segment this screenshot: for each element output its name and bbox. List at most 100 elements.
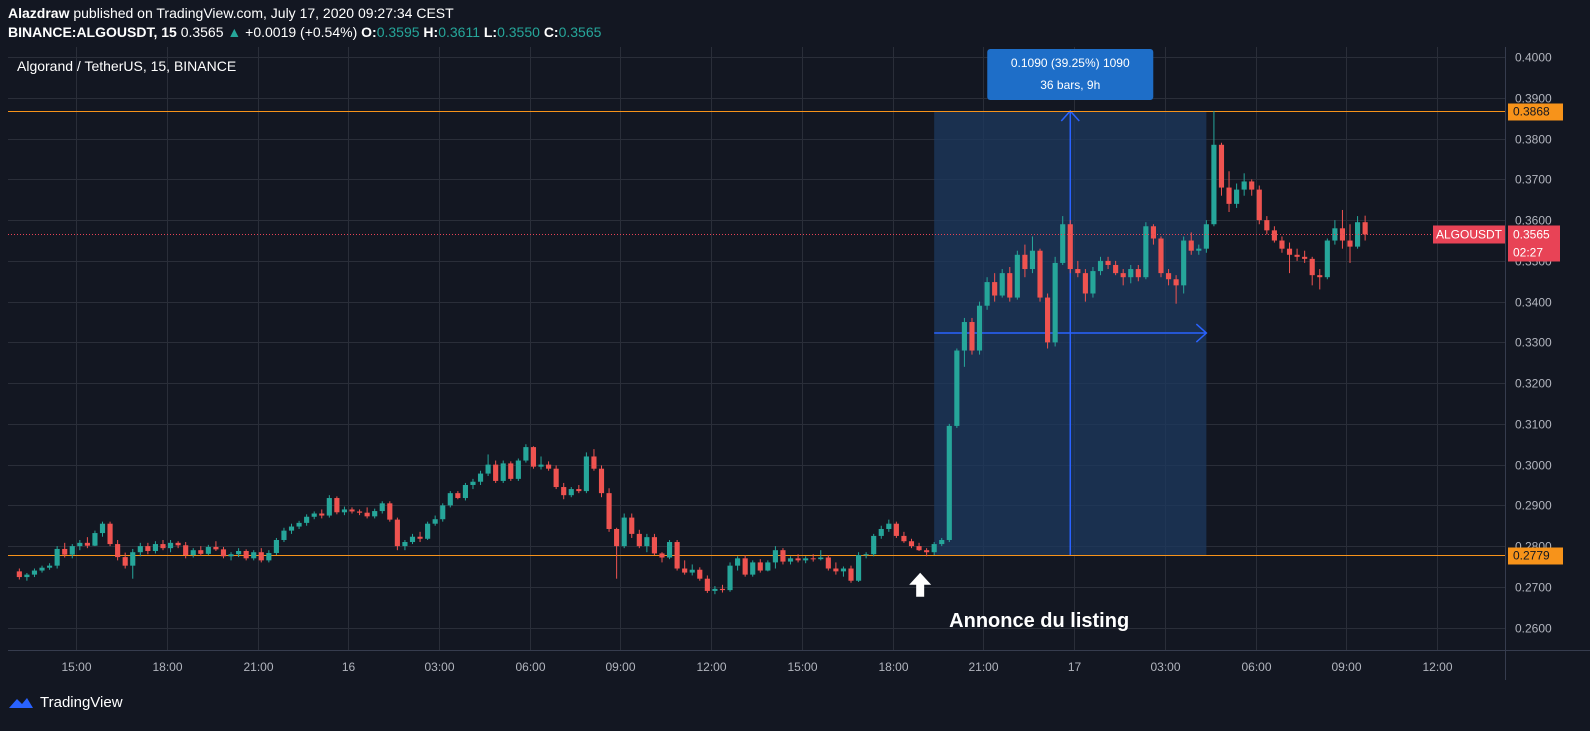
candle-body — [1294, 254, 1300, 257]
candle-body — [356, 511, 363, 513]
candle-body — [311, 513, 317, 517]
candle-body — [1271, 230, 1277, 241]
candle-body — [228, 554, 234, 557]
y-tick-label: 0.3200 — [1515, 377, 1552, 391]
price-change: +0.0019 (+0.54%) — [245, 24, 358, 40]
candle-body — [916, 546, 922, 551]
candle-body — [666, 542, 673, 558]
candle-body — [1362, 222, 1368, 235]
x-tick-label: 06:00 — [1241, 660, 1271, 674]
annotation[interactable]: Annonce du listing — [909, 572, 1129, 632]
candle-body — [500, 463, 506, 481]
candle-body — [1014, 254, 1020, 298]
x-tick-label: 17 — [1068, 660, 1082, 674]
brand-name[interactable]: TradingView — [40, 693, 123, 711]
candle-body — [432, 519, 438, 524]
x-tick-label: 03:00 — [1150, 660, 1180, 674]
last-price-label: 0.3565 — [1513, 228, 1550, 242]
time-axis[interactable]: 15:00 18:00 21:00 16 03:00 06:00 09:00 12:00 15:… — [61, 660, 1452, 674]
candle-body — [538, 464, 544, 467]
y-tick-label: 0.3400 — [1515, 296, 1552, 310]
candle-body — [92, 533, 98, 546]
candle-body — [1060, 224, 1066, 263]
candle-body — [810, 558, 816, 560]
candle-body — [901, 535, 907, 542]
candle-body — [364, 512, 370, 517]
candle-body — [1105, 260, 1111, 265]
horizontal-lines[interactable] — [8, 111, 1505, 556]
measure-label-line1: 0.1090 (39.25%) 1090 — [1011, 56, 1130, 70]
candle-body — [137, 546, 143, 553]
candle-body — [546, 464, 552, 469]
candle-body — [795, 558, 801, 561]
candle-body — [523, 447, 529, 461]
x-tick-label: 16 — [342, 660, 356, 674]
candle-body — [1022, 254, 1028, 270]
candle-body — [742, 558, 748, 575]
candle-body — [1226, 187, 1232, 204]
candle-body — [266, 553, 272, 561]
countdown-label: 02:27 — [1513, 246, 1543, 260]
chart-title: Algorand / TetherUS, 15, BINANCE — [17, 58, 236, 74]
x-tick-label: 12:00 — [1422, 660, 1452, 674]
level-price-label: 0.3868 — [1513, 105, 1550, 119]
symbol-label: BINANCE:ALGOUSDT, 15 — [8, 24, 177, 40]
high-value: 0.3611 — [438, 24, 480, 40]
candle-body — [1211, 144, 1217, 225]
tradingview-logo-icon[interactable] — [8, 695, 34, 710]
candle-body — [47, 565, 53, 568]
candle-body — [1052, 262, 1058, 343]
candle-body — [1128, 269, 1134, 278]
candle-body — [341, 509, 348, 513]
candle-body — [379, 503, 385, 512]
candle-body — [1264, 220, 1270, 231]
candle-body — [409, 536, 416, 543]
candle-body — [493, 464, 499, 481]
candle-body — [470, 481, 476, 485]
candle-body — [160, 544, 166, 549]
candle-body — [145, 546, 151, 551]
candle-body — [984, 282, 990, 306]
candle-body — [1067, 224, 1073, 270]
candle-body — [629, 517, 635, 534]
candle-body — [190, 550, 196, 556]
candle-body — [750, 562, 756, 575]
candle-body — [24, 574, 30, 578]
candle-body — [1143, 226, 1149, 278]
candle-body — [31, 570, 38, 575]
measure-tool[interactable]: 0.1090 (39.25%) 1090 36 bars, 9h — [934, 49, 1208, 556]
y-tick-label: 0.3100 — [1515, 418, 1552, 432]
candle-body — [946, 425, 952, 540]
candle-body — [425, 523, 431, 539]
candle-body — [893, 523, 899, 536]
candle-body — [107, 523, 113, 545]
chart-background — [8, 47, 1590, 680]
candle-body — [402, 542, 408, 547]
candle-body — [1347, 240, 1353, 247]
candle-body — [1113, 264, 1119, 274]
candle-body — [939, 539, 945, 545]
chart-frame[interactable]: 0.1090 (39.25%) 1090 36 bars, 9h Annonce … — [8, 47, 1590, 680]
candle-body — [394, 519, 400, 547]
candle-body — [583, 456, 589, 492]
author-name: Alazdraw — [8, 5, 70, 21]
candle-body — [54, 548, 60, 566]
candle-body — [674, 542, 680, 569]
candle-body — [319, 513, 325, 516]
open-value: 0.3595 — [376, 24, 420, 40]
candle-body — [167, 542, 174, 549]
x-tick-label: 09:00 — [1331, 660, 1361, 674]
candle-body — [606, 493, 612, 529]
measure-up-arrow-icon — [1060, 109, 1080, 122]
candle-body — [205, 546, 211, 554]
y-tick-label: 0.3900 — [1515, 92, 1552, 106]
candle-body — [440, 505, 446, 520]
candle-body — [1324, 240, 1330, 278]
candle-body — [236, 550, 242, 555]
level-price-tag — [1508, 547, 1563, 565]
candle-body — [349, 509, 355, 512]
candle-body — [1135, 269, 1141, 278]
candle-body — [697, 569, 703, 579]
candle-body — [281, 530, 287, 540]
candle-body — [1339, 228, 1346, 241]
